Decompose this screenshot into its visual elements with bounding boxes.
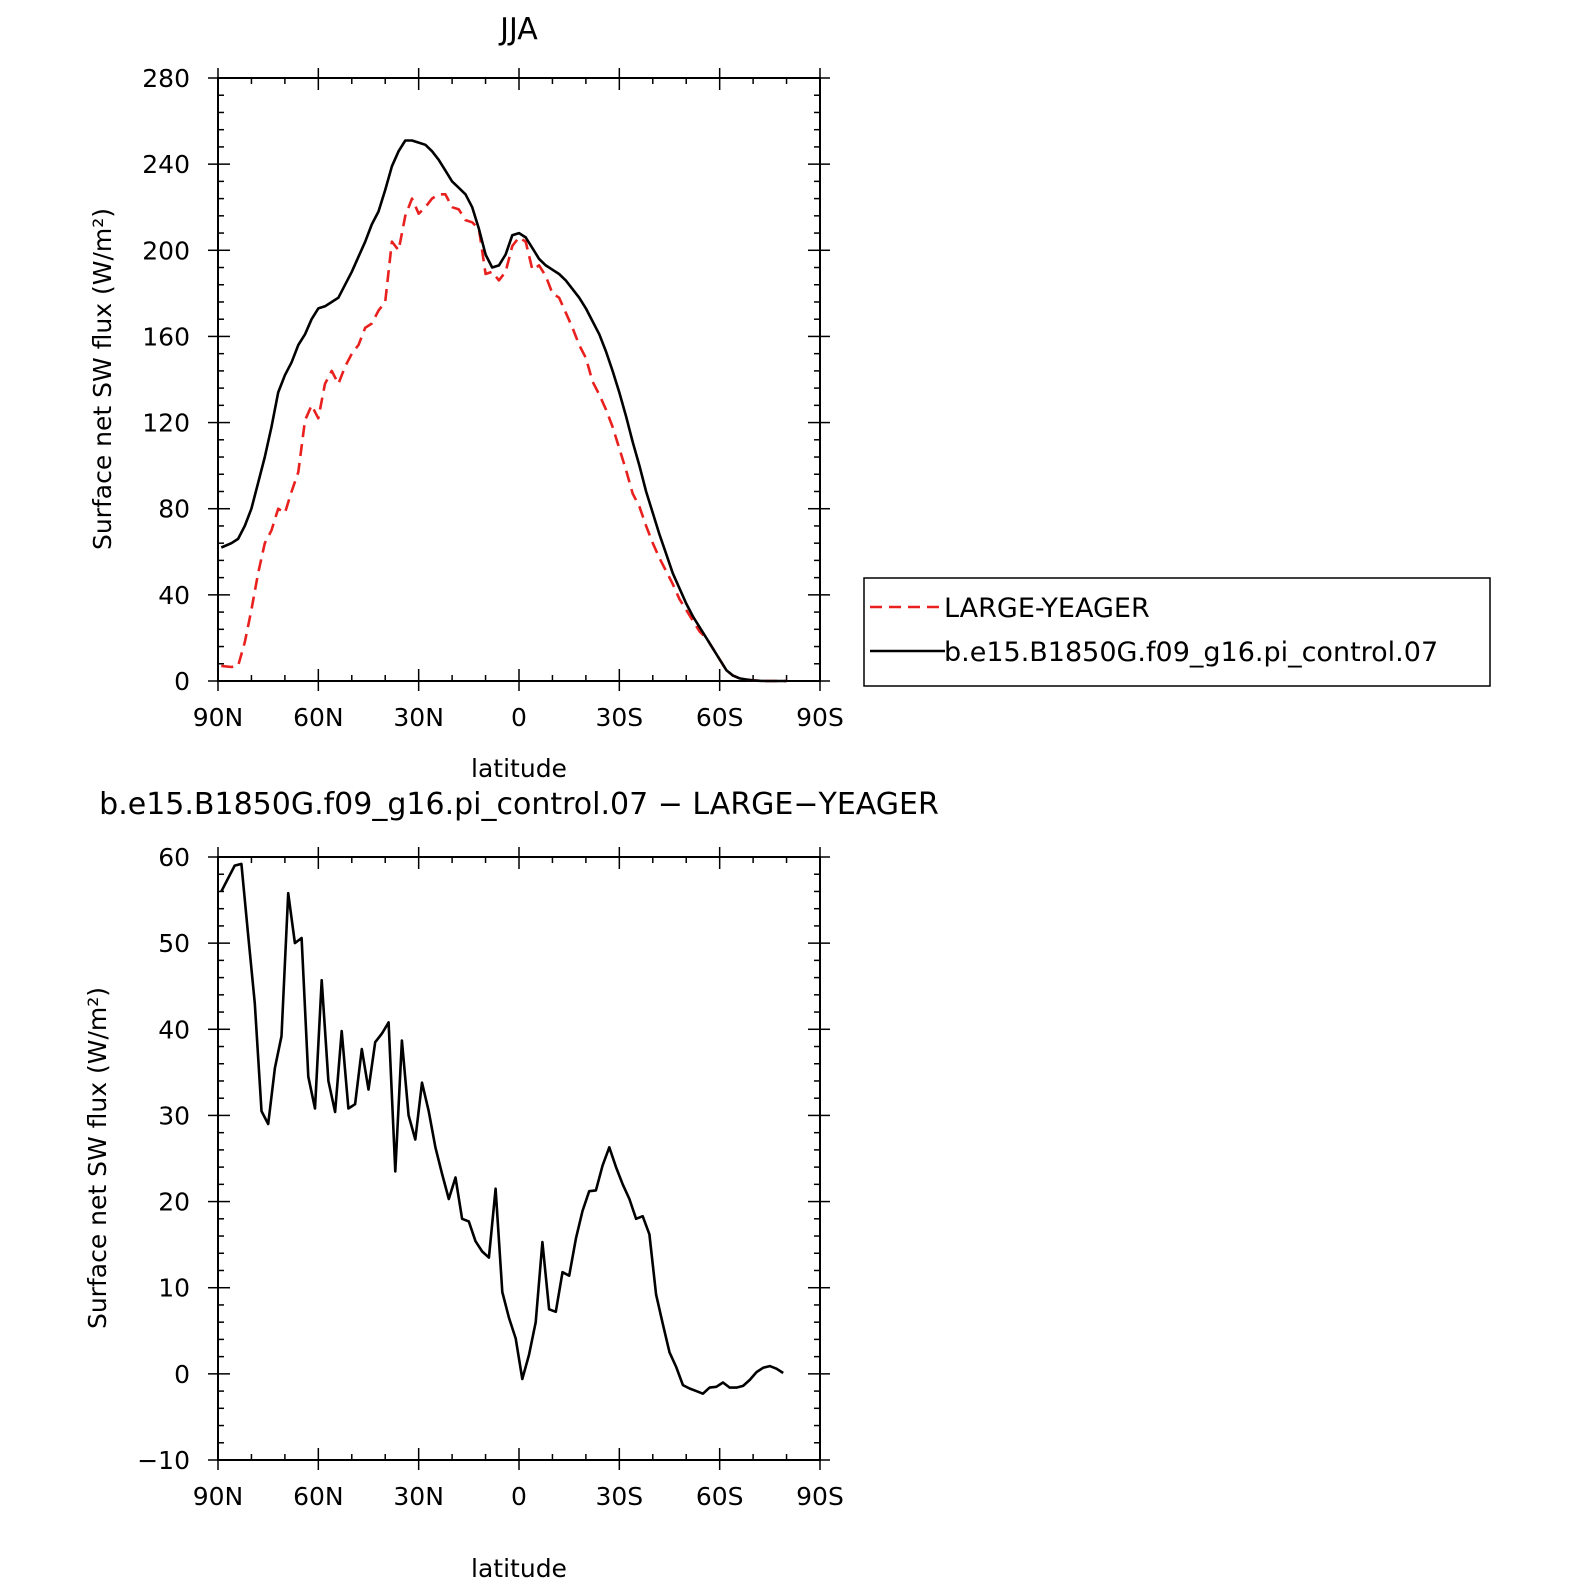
legend: LARGE-YEAGER b.e15.B1850G.f09_g16.pi_con… xyxy=(863,577,1491,687)
bottom-x-tick-label-30s: 30S xyxy=(595,1482,643,1511)
top-x-tick-label-60s: 60S xyxy=(696,703,744,732)
top-series-line-b-e15-b1850g-f09-g16-pi-control-07 xyxy=(220,139,787,683)
top-x-tick-label-0: 0 xyxy=(511,703,527,732)
bottom-y-tick-label: 20 xyxy=(158,1188,190,1217)
top-y-tick-label: 0 xyxy=(174,667,190,696)
top-y-tick-label: 80 xyxy=(158,495,190,524)
bottom-x-tick-label-60s: 60S xyxy=(696,1482,744,1511)
top-x-axis-label: latitude xyxy=(471,754,567,783)
top-plot: 90N 60N 30N 0 30S 60S 90S 0 40 80 120 160 200 240 280 xyxy=(142,64,844,732)
legend-box xyxy=(863,577,1491,687)
top-y-tick-label: 200 xyxy=(142,236,190,265)
bottom-y-tick-label: 60 xyxy=(158,843,190,872)
legend-label-pi-control: b.e15.B1850G.f09_g16.pi_control.07 xyxy=(944,637,1438,668)
bottom-y-tick-label: 40 xyxy=(158,1015,190,1044)
top-y-tick-label: 280 xyxy=(142,64,190,93)
top-x-tick-label-30s: 30S xyxy=(595,703,643,732)
top-panel: JJA latitude Surface net SW flux (W/m²) xyxy=(88,12,567,783)
bottom-y-tick-label: 0 xyxy=(174,1360,190,1389)
bottom-x-tick-label-90s: 90S xyxy=(796,1482,844,1511)
top-y-tick-label: 40 xyxy=(158,581,190,610)
legend-label-large-yeager: LARGE-YEAGER xyxy=(944,593,1150,624)
top-x-tick-label-90s: 90S xyxy=(796,703,844,732)
bottom-series-line-difference xyxy=(220,862,784,1395)
top-panel-title: JJA xyxy=(498,12,538,47)
bottom-x-tick-label-0: 0 xyxy=(511,1482,527,1511)
top-y-tick-label: 240 xyxy=(142,150,190,179)
bottom-x-tick-label-90n: 90N xyxy=(193,1482,244,1511)
top-y-tick-label: 120 xyxy=(142,409,190,438)
bottom-y-tick-label: 10 xyxy=(158,1274,190,1303)
top-series-line-large-yeager xyxy=(221,193,787,683)
bottom-y-tick-label: −10 xyxy=(137,1446,190,1475)
bottom-y-tick-label: 50 xyxy=(158,929,190,958)
top-y-axis-label: Surface net SW flux (W/m²) xyxy=(88,208,117,550)
bottom-x-tick-label-60n: 60N xyxy=(293,1482,344,1511)
top-plot-frame xyxy=(217,77,821,682)
bottom-y-tick-label: 30 xyxy=(158,1101,190,1130)
bottom-x-axis-label: latitude xyxy=(471,1554,567,1583)
bottom-plot-frame xyxy=(217,856,821,1461)
bottom-panel-title: b.e15.B1850G.f09_g16.pi_control.07 − LAR… xyxy=(99,787,939,822)
top-x-tick-label-30n: 30N xyxy=(393,703,444,732)
bottom-plot: 90N 60N 30N 0 30S 60S 90S −10 0 10 20 30 40 50 60 xyxy=(137,843,844,1511)
top-x-tick-label-60n: 60N xyxy=(293,703,344,732)
top-y-tick-label: 160 xyxy=(142,322,190,351)
top-x-tick-label-90n: 90N xyxy=(193,703,244,732)
bottom-panel: b.e15.B1850G.f09_g16.pi_control.07 − LAR… xyxy=(83,787,939,1583)
bottom-x-tick-label-30n: 30N xyxy=(393,1482,444,1511)
bottom-y-axis-label: Surface net SW flux (W/m²) xyxy=(83,987,112,1329)
